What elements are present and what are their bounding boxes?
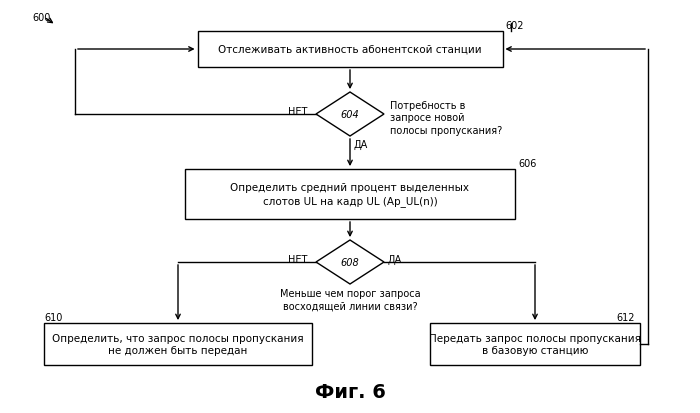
Text: Определить, что запрос полосы пропускания
не должен быть передан: Определить, что запрос полосы пропускани… <box>52 333 304 355</box>
Text: 602: 602 <box>505 21 524 31</box>
Bar <box>44 323 312 365</box>
Text: 612: 612 <box>617 312 635 322</box>
Text: 606: 606 <box>518 159 536 169</box>
Text: Меньше чем порог запроса
восходящей линии связи?: Меньше чем порог запроса восходящей лини… <box>280 288 420 311</box>
Text: 610: 610 <box>44 312 62 322</box>
Text: НЕТ: НЕТ <box>288 107 307 117</box>
Polygon shape <box>316 240 384 284</box>
Text: НЕТ: НЕТ <box>288 254 307 264</box>
Text: Фиг. 6: Фиг. 6 <box>314 382 386 401</box>
Text: 604: 604 <box>341 110 359 120</box>
Text: ДА: ДА <box>387 254 401 264</box>
Text: Потребность в
запросе новой
полосы пропускания?: Потребность в запросе новой полосы пропу… <box>390 101 503 135</box>
Bar <box>197 32 503 68</box>
Bar <box>430 323 640 365</box>
Text: Определить средний процент выделенных
слотов UL на кадр UL (Ap_UL(n)): Определить средний процент выделенных сл… <box>230 183 470 206</box>
Text: ДА: ДА <box>353 140 368 150</box>
Bar <box>185 170 515 219</box>
Text: 600: 600 <box>32 13 50 23</box>
Text: 608: 608 <box>341 257 359 267</box>
Text: Отслеживать активность абонентской станции: Отслеживать активность абонентской станц… <box>218 45 482 55</box>
Text: Передать запрос полосы пропускания
в базовую станцию: Передать запрос полосы пропускания в баз… <box>429 333 641 355</box>
Polygon shape <box>316 93 384 137</box>
